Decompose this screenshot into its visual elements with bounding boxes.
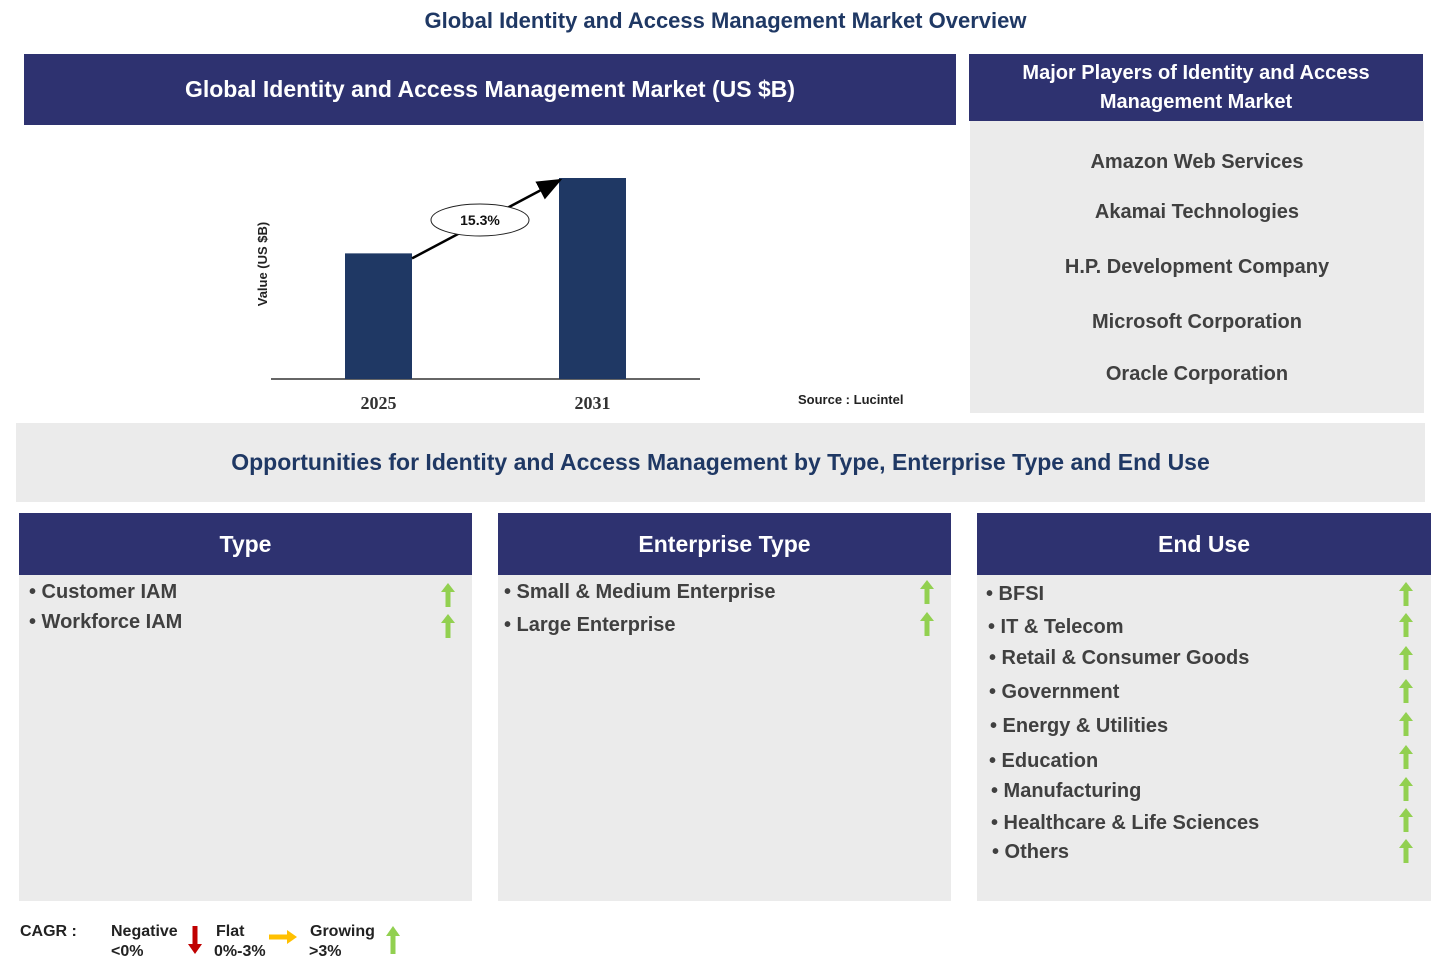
growing-arrow-icon <box>1399 613 1413 637</box>
players-header: Major Players of Identity and Access Man… <box>969 54 1423 121</box>
growing-arrow-icon <box>920 612 934 636</box>
players-panel: Amazon Web Services Akamai Technologies … <box>970 121 1424 413</box>
bar-2031 <box>559 178 626 379</box>
list-item: • Retail & Consumer Goods <box>989 647 1250 669</box>
growing-arrow-icon <box>1399 646 1413 670</box>
list-item: • Customer IAM <box>29 581 178 603</box>
legend-growing-range: >3% <box>309 943 342 960</box>
bar-2025 <box>345 253 412 379</box>
list-item: • Manufacturing <box>991 780 1142 802</box>
enterprise-type-header: Enterprise Type <box>498 513 951 575</box>
end-use-header: End Use <box>977 513 1431 575</box>
list-item: • Workforce IAM <box>29 611 183 633</box>
list-item: • Large Enterprise <box>504 614 676 636</box>
type-panel: • Customer IAM • Workforce IAM <box>19 575 472 901</box>
list-item: • Small & Medium Enterprise <box>504 581 776 603</box>
page-title: Global Identity and Access Management Ma… <box>424 8 1027 33</box>
growing-arrow-icon <box>441 583 455 607</box>
market-chart-header: Global Identity and Access Management Ma… <box>24 54 956 125</box>
growing-arrow-icon <box>1399 582 1413 606</box>
y-axis-label: Value (US $B) <box>255 222 270 307</box>
player-item: Akamai Technologies <box>1094 201 1300 223</box>
player-item: Oracle Corporation <box>1105 363 1289 385</box>
list-item: • Others <box>992 841 1070 863</box>
legend-negative-range: <0% <box>111 943 144 960</box>
x-tick-label: 2025 <box>361 393 397 413</box>
growing-arrow-icon <box>920 580 934 604</box>
legend-flat-name: Flat <box>216 923 245 940</box>
right-arrow-icon <box>269 930 297 944</box>
legend-growing-name: Growing <box>310 923 375 940</box>
enterprise-type-panel: • Small & Medium Enterprise • Large Ente… <box>498 575 951 901</box>
legend-flat-range: 0%-3% <box>214 943 266 960</box>
list-item: • Healthcare & Life Sciences <box>991 812 1260 834</box>
legend-negative-name: Negative <box>111 923 178 940</box>
list-item: • Government <box>989 681 1120 703</box>
growing-arrow-icon <box>1399 777 1413 801</box>
player-item: Microsoft Corporation <box>1092 311 1302 333</box>
cagr-label: 15.3% <box>460 212 500 228</box>
growing-arrow-icon <box>1399 679 1413 703</box>
player-item: Amazon Web Services <box>1090 151 1304 173</box>
growing-arrow-icon <box>441 614 455 638</box>
growing-arrow-icon <box>1399 808 1413 832</box>
growing-arrow-icon <box>1399 712 1413 736</box>
down-arrow-icon <box>188 926 202 954</box>
x-tick-label: 2031 <box>575 393 611 413</box>
list-item: • Energy & Utilities <box>990 715 1169 737</box>
type-header: Type <box>19 513 472 575</box>
source-note: Source : Lucintel <box>798 392 904 407</box>
growing-arrow-icon <box>1399 839 1413 863</box>
list-item: • BFSI <box>986 583 1045 605</box>
player-item: H.P. Development Company <box>1064 256 1330 278</box>
up-arrow-icon <box>386 926 400 954</box>
cagr-bubble <box>430 203 530 237</box>
legend-label: CAGR : <box>20 923 77 940</box>
growing-arrow-icon <box>1399 745 1413 769</box>
market-bar-chart: Value (US $B) 2025 2031 15.3% <box>255 178 700 413</box>
end-use-panel: • BFSI • IT & Telecom • Retail & Consume… <box>977 575 1431 901</box>
list-item: • IT & Telecom <box>988 616 1124 638</box>
opportunities-title: Opportunities for Identity and Access Ma… <box>16 423 1425 502</box>
list-item: • Education <box>989 750 1099 772</box>
